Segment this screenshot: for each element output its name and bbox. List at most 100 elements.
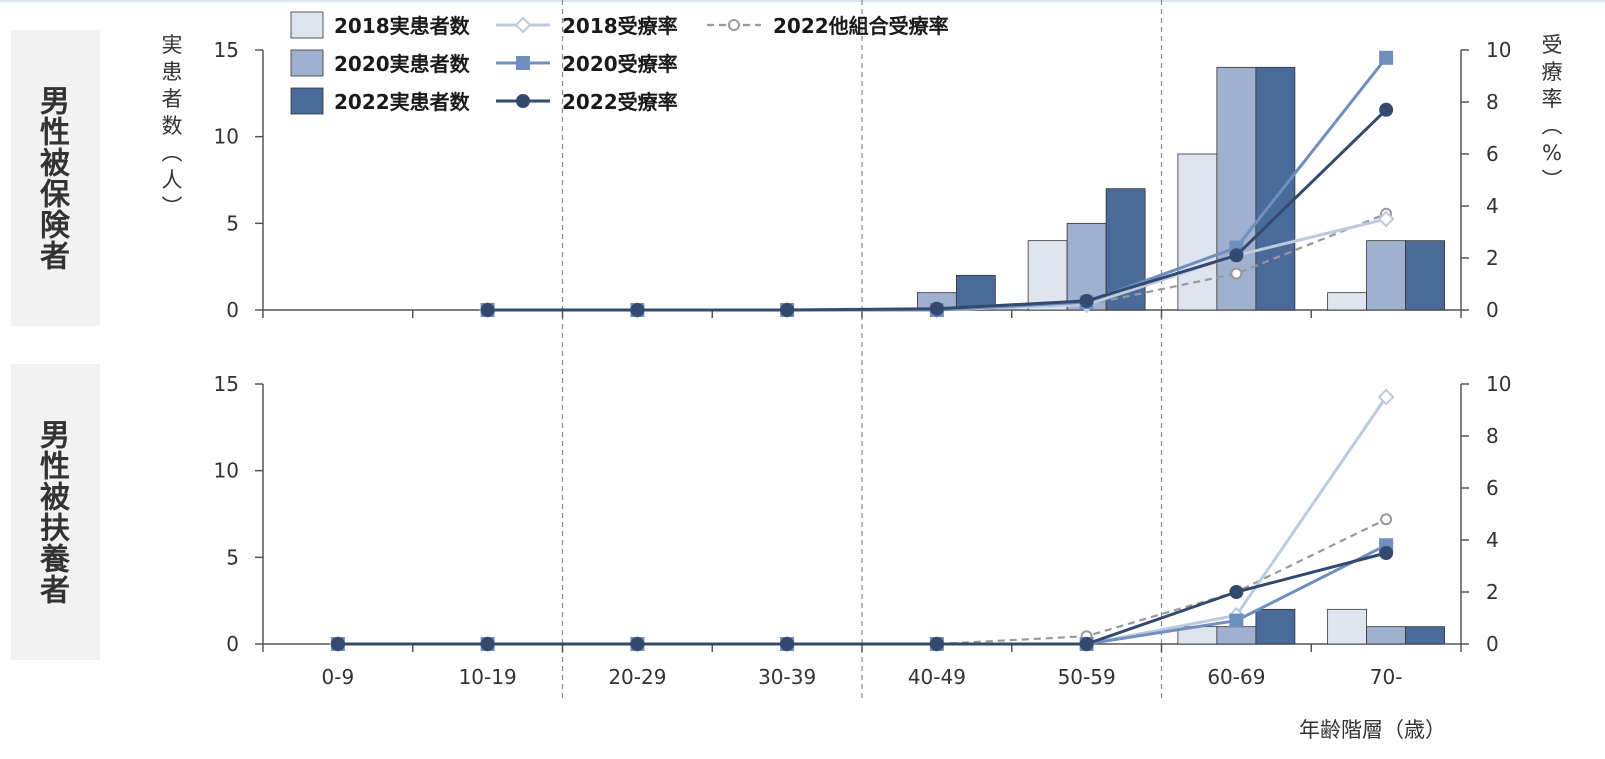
marker-circle [1229, 248, 1244, 263]
marker-circle [330, 637, 345, 651]
marker-circle [780, 637, 795, 651]
x-tick-label-40-49: 40-49 [908, 665, 966, 689]
marker-circle [630, 637, 645, 651]
right-tick-label: 6 [1486, 142, 1499, 166]
legend: 2018実患者数 2020実患者数 2022実患者数 2018受療率 2020受療率 20… [290, 11, 949, 115]
left-axis-title-char: ︵ [162, 141, 183, 165]
right-tick-label: 8 [1486, 90, 1499, 114]
left-axis-title-char: 患 [162, 60, 183, 84]
left-axis-title-char: ︶ [162, 195, 183, 219]
right-tick-label: 2 [1486, 246, 1499, 270]
marker-circle [1079, 637, 1094, 651]
bar-2022-70 [1405, 240, 1446, 311]
bar-2018-70 [1327, 608, 1368, 645]
bar-2020-70 [1366, 240, 1407, 311]
panel-label-char: 男 [40, 85, 70, 120]
panel-label-char: 者 [40, 240, 70, 275]
panel-label-char: 険 [40, 209, 71, 244]
legend-label-2022: 2022他組合受療率 [773, 14, 949, 38]
x-tick-label-70: 70- [1370, 665, 1403, 689]
legend-label-2020: 2020実患者数 [334, 52, 471, 76]
marker-open-circle [1230, 267, 1243, 280]
right-tick-label: 8 [1486, 424, 1499, 448]
right-tick-label: 4 [1486, 194, 1499, 218]
marker-circle [929, 301, 944, 316]
panel-label-char: 被 [40, 147, 70, 182]
x-tick-label-50-59: 50-59 [1058, 665, 1116, 689]
x-tick-label-0-9: 0-9 [322, 665, 355, 689]
legend-label-2020: 2020受療率 [562, 52, 678, 76]
right-axis-title-char: % [1542, 141, 1562, 165]
right-tick-label: 10 [1486, 372, 1511, 396]
legend-label-2018: 2018実患者数 [334, 14, 471, 38]
marker-open-circle [1380, 513, 1393, 526]
legend-label-2018: 2018受療率 [562, 14, 678, 38]
right-tick-label: 0 [1486, 632, 1499, 656]
marker-circle [1079, 293, 1094, 308]
marker-circle [516, 94, 530, 108]
bar-2018-50-59 [1027, 240, 1068, 311]
right-axis-title-char: ︵ [1542, 114, 1563, 138]
bar-2022-60-69 [1255, 608, 1296, 645]
marker-circle [1379, 102, 1394, 117]
panel-label: 男性被保険者 [40, 85, 71, 275]
marker-diamond [1377, 388, 1395, 406]
marker-circle [780, 303, 795, 317]
panel-label-box [11, 364, 100, 660]
right-axis-title-char: 率 [1542, 87, 1563, 111]
x-tick-label-20-29: 20-29 [608, 665, 666, 689]
bar-2018-70 [1327, 292, 1368, 311]
marker-circle [480, 303, 495, 317]
marker-circle [1379, 546, 1394, 560]
panel-label-char: 性 [40, 116, 70, 151]
bar-2018-60-69 [1177, 153, 1218, 311]
marker-square [1379, 50, 1394, 65]
right-axis-title-char: 受 [1542, 33, 1563, 57]
right-axis-title-char: 療 [1542, 60, 1563, 84]
left-tick-label: 15 [214, 372, 239, 396]
left-tick-label: 10 [214, 125, 239, 149]
right-tick-label: 4 [1486, 528, 1499, 552]
panel-label-char: 扶 [40, 512, 70, 547]
legend-label-2022: 2022受療率 [562, 90, 678, 114]
x-tick-label-10-19: 10-19 [459, 665, 517, 689]
panel-2: 男性被扶養者 0 5 10 15 0 2 4 6 8 10 [11, 364, 1511, 660]
marker-diamond [1377, 210, 1395, 228]
x-tick-label-30-39: 30-39 [758, 665, 816, 689]
line-2022 [337, 551, 1387, 646]
marker-open-circle [728, 19, 740, 31]
panel-label-char: 男 [40, 419, 70, 454]
left-tick-label: 5 [226, 211, 239, 235]
right-tick-label: 2 [1486, 580, 1499, 604]
right-axis-title: 受療率 ︵% ︶ [1542, 33, 1563, 192]
left-tick-label: 0 [226, 632, 239, 656]
panel-label-char: 被 [40, 481, 70, 516]
left-tick-label: 5 [226, 545, 239, 569]
panel-label-box [11, 30, 100, 326]
panel-label: 男性被扶養者 [39, 419, 70, 609]
bar-2020-60-69 [1216, 626, 1257, 645]
legend-swatch-2018 [290, 11, 324, 39]
left-axis-title-char: 実 [162, 33, 183, 57]
marker-circle [480, 637, 495, 651]
left-axis-title-char: 人 [162, 168, 183, 192]
bar-2022-60-69 [1255, 66, 1296, 311]
left-axis-title-char: 者 [162, 87, 183, 111]
left-tick-label: 10 [214, 459, 239, 483]
right-tick-label: 10 [1486, 38, 1511, 62]
marker-diamond [514, 16, 532, 34]
panel-label-char: 者 [40, 574, 70, 609]
legend-swatch-2022 [290, 87, 324, 115]
left-tick-label: 15 [214, 38, 239, 62]
marker-circle [929, 637, 944, 651]
left-tick-label: 0 [226, 298, 239, 322]
marker-circle [1229, 585, 1244, 599]
marker-square [1229, 613, 1244, 628]
marker-square [516, 56, 530, 70]
right-tick-label: 0 [1486, 298, 1499, 322]
marker-circle [630, 303, 645, 317]
panel-label-char: 保 [40, 178, 71, 213]
x-tick-label-60-69: 60-69 [1207, 665, 1265, 689]
